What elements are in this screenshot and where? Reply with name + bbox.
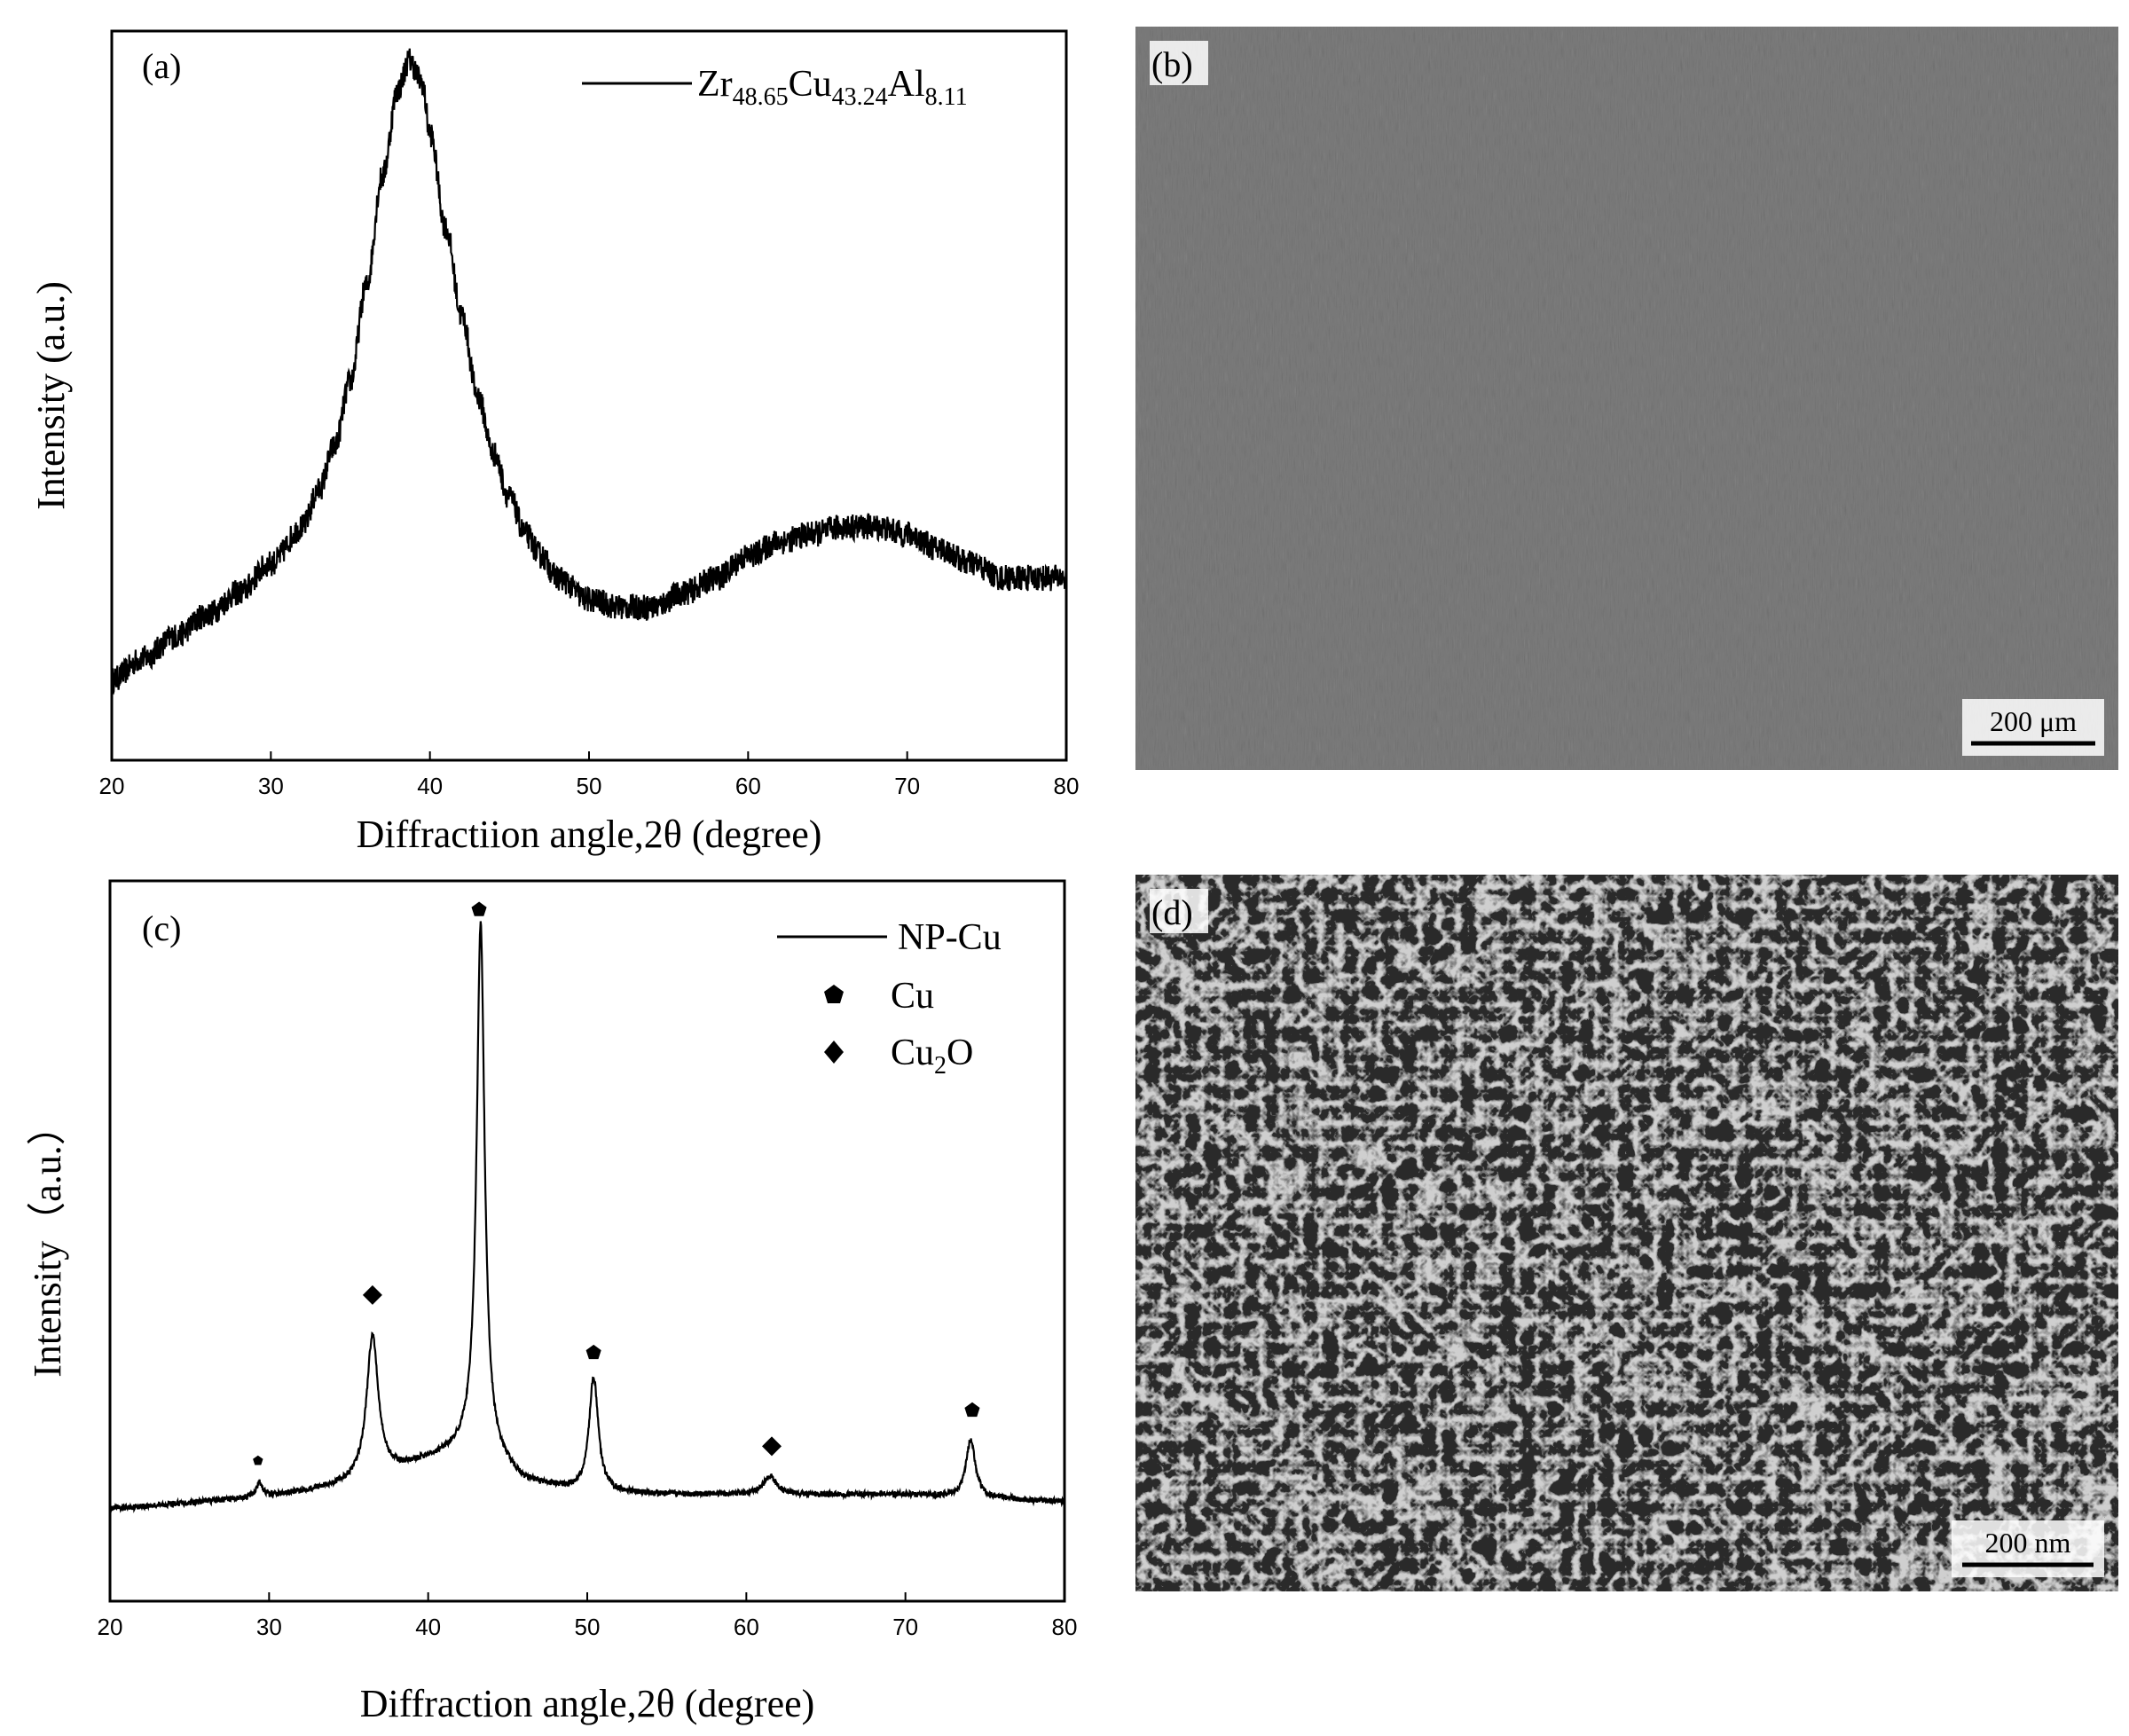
chart-c-peak-marker-diamond [362,1284,382,1305]
chart-c-legend: NP-Cu Cu Cu2O [777,917,1002,1080]
a-x-tick-label: 20 [99,773,125,799]
a-x-tick-label: 80 [1054,773,1080,799]
sem-image-b-panel-label: (b) [1151,44,1193,84]
chart-c-legend-cu2o-marker [824,1041,844,1064]
a-x-tick-label: 70 [894,773,920,799]
sem-image-d-label-box [1150,889,1208,933]
chart-c-peak-marker-pentagon [253,1455,263,1465]
c-x-tick-label: 30 [256,1614,282,1640]
c-x-tick-label: 40 [415,1614,441,1640]
chart-c-peak-marker-pentagon [471,901,487,916]
a-x-tick-label: 60 [735,773,761,799]
c-x-tick-label: 60 [734,1614,759,1640]
sem-image-b-label-box [1150,41,1208,85]
chart-c-legend-label-np-cu: NP-Cu [898,917,1002,958]
chart-c-y-axis-label: Intensity（a.u.） [26,1106,69,1378]
sem-image-d-scalebar-label: 200 nm [1985,1527,2071,1559]
chart-c: 20 30 40 50 60 70 80 (c) NP-Cu Cu Cu2O Diffrac… [26,879,1078,1725]
sem-image-d-scalebar-box [1952,1520,2104,1577]
c-x-tick-label: 70 [892,1614,918,1640]
chart-c-x-ticks [109,1592,1065,1601]
chart-a-legend: Zr48.65Cu43.24Al8.11 [582,64,968,111]
chart-c-x-tick-labels: 20 30 40 50 60 70 80 [98,1614,1078,1640]
chart-c-peak-markers [253,901,980,1465]
chart-a-panel-label: (a) [142,46,181,86]
chart-c-peak-marker-pentagon [964,1402,980,1418]
c-x-tick-label: 80 [1052,1614,1078,1640]
chart-c-series-line [108,921,1066,1513]
c-x-tick-label: 20 [98,1614,123,1640]
chart-a-series-line [110,48,1068,695]
chart-c-legend-label-cu: Cu [891,976,934,1017]
c-x-tick-label: 50 [575,1614,601,1640]
chart-c-panel-label: (c) [142,908,181,948]
chart-a-x-ticks [111,751,1067,760]
chart-a-y-axis-label: Intensity (a.u.) [29,281,73,510]
chart-c-x-axis-label: Diffraction angle,2θ (degree) [360,1682,815,1725]
chart-a-x-tick-labels: 20 30 40 50 60 70 80 [99,773,1080,799]
chart-a-legend-label: Zr48.65Cu43.24Al8.11 [697,64,968,111]
sem-image-b: (b) 200 μm [1135,27,2118,770]
chart-c-peak-marker-diamond [762,1436,782,1457]
chart-c-legend-cu-marker [824,985,844,1003]
a-x-tick-label: 40 [417,773,443,799]
chart-a: 20 30 40 50 60 70 80 (a) Zr48.65Cu43.24Al8.11 … [29,29,1080,856]
chart-a-x-axis-label: Diffractiion angle,2θ (degree) [357,813,822,856]
sem-image-b-scalebar-box [1962,699,2104,756]
a-x-tick-label: 30 [258,773,284,799]
chart-c-peak-marker-pentagon [585,1344,601,1360]
a-x-tick-label: 50 [577,773,602,799]
sem-image-d-panel-label: (d) [1151,892,1193,932]
sem-image-d-texture [1135,875,2118,1591]
sem-image-b-texture [1135,27,2118,770]
chart-c-frame [108,879,1066,1603]
sem-image-d: (d) 200 nm [1135,875,2118,1591]
chart-a-frame [110,29,1068,762]
chart-c-legend-label-cu2o: Cu2O [891,1033,973,1080]
sem-image-b-scalebar-label: 200 μm [1990,705,2077,737]
